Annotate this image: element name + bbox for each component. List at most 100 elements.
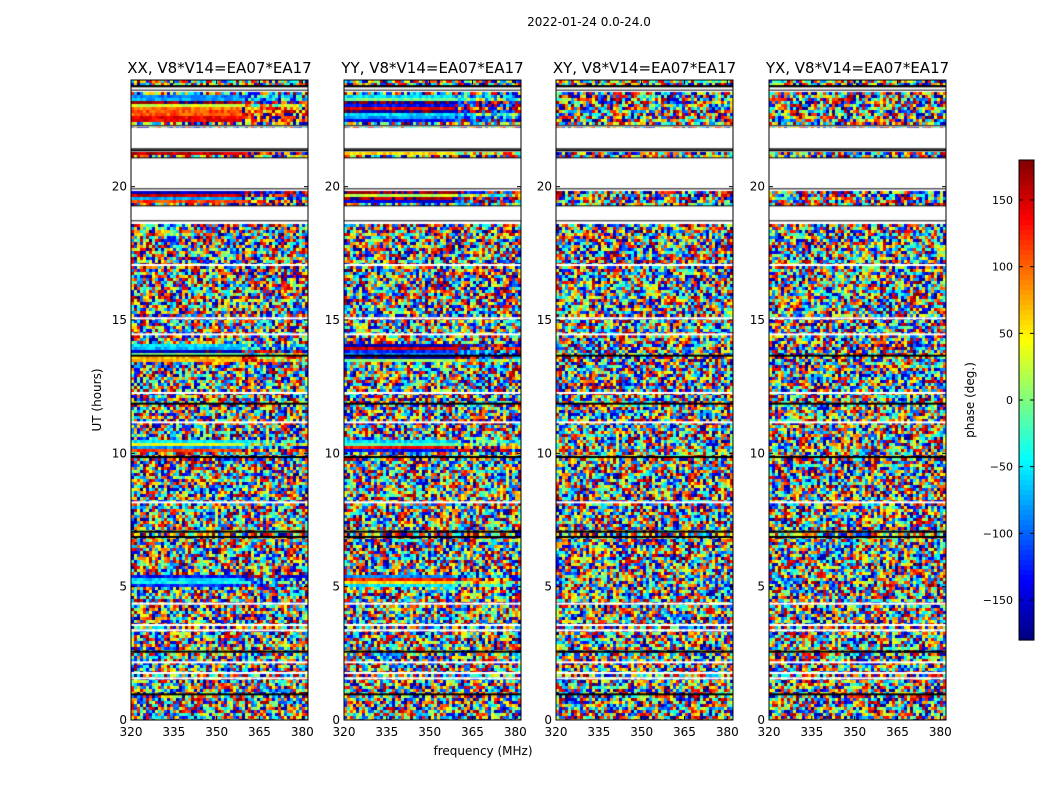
x-tick-label: 350 <box>205 725 228 739</box>
x-tick-label: 320 <box>758 725 781 739</box>
colorbar-segment <box>1019 595 1034 601</box>
colorbar-segment <box>1019 305 1034 311</box>
colorbar-segment <box>1019 160 1034 166</box>
axes-frame <box>130 79 309 721</box>
colorbar-segment <box>1019 560 1034 566</box>
colorbar-segment <box>1019 540 1034 546</box>
y-tick-label: 0 <box>332 713 340 727</box>
x-tick-label: 350 <box>843 725 866 739</box>
colorbar-segment <box>1019 510 1034 516</box>
panel-group: XX, V8*V14=EA07*EA17 320 335 350 365 380 0 5 10 1… <box>112 59 952 739</box>
colorbar-segment <box>1019 195 1034 201</box>
shared-y-axis-label: UT (hours) <box>90 368 104 431</box>
x-tick-label: 380 <box>716 725 739 739</box>
colorbar-segment <box>1019 265 1034 271</box>
shared-x-axis-label: frequency (MHz) <box>433 744 532 758</box>
colorbar-segment <box>1019 315 1034 321</box>
colorbar-segment <box>1019 350 1034 356</box>
colorbar-segment <box>1019 465 1034 471</box>
colorbar-segment <box>1019 470 1034 476</box>
colorbar-segment <box>1019 225 1034 231</box>
y-tick-label: 5 <box>544 580 552 594</box>
x-tick-label: 365 <box>248 725 271 739</box>
colorbar-segment <box>1019 310 1034 316</box>
colorbar-segment <box>1019 615 1034 621</box>
x-tick-label: 320 <box>545 725 568 739</box>
panel-title: YX, V8*V14=EA07*EA17 <box>765 59 949 77</box>
colorbar-segment <box>1019 605 1034 611</box>
y-tick-label: 15 <box>537 313 552 327</box>
colorbar-segment <box>1019 550 1034 556</box>
colorbar-segment <box>1019 250 1034 256</box>
phase-heatmap <box>769 80 946 720</box>
colorbar-segment <box>1019 355 1034 361</box>
colorbar-segment <box>1019 390 1034 396</box>
colorbar-segment <box>1019 205 1034 211</box>
colorbar-segment <box>1019 565 1034 571</box>
colorbar-segment <box>1019 405 1034 411</box>
x-tick-label: 350 <box>630 725 653 739</box>
colorbar-tick-label: 50 <box>999 327 1013 340</box>
colorbar-segment <box>1019 630 1034 636</box>
colorbar-segment <box>1019 285 1034 291</box>
colorbar-tick-label: −100 <box>983 527 1013 540</box>
colorbar-segment <box>1019 360 1034 366</box>
colorbar-segment <box>1019 400 1034 406</box>
panel-0: XX, V8*V14=EA07*EA17 320 335 350 365 380 0 5 10 1… <box>112 59 314 739</box>
colorbar-segment <box>1019 320 1034 326</box>
figure-suptitle: 2022-01-24 0.0-24.0 <box>527 15 651 29</box>
colorbar-segment <box>1019 215 1034 221</box>
colorbar-segment <box>1019 270 1034 276</box>
y-tick-label: 10 <box>325 446 340 460</box>
y-tick-label: 0 <box>757 713 765 727</box>
x-tick-label: 365 <box>673 725 696 739</box>
colorbar-segment <box>1019 200 1034 206</box>
colorbar-segment <box>1019 455 1034 461</box>
y-tick-label: 10 <box>750 446 765 460</box>
colorbar-segment <box>1019 490 1034 496</box>
colorbar-segment <box>1019 385 1034 391</box>
colorbar-segment <box>1019 375 1034 381</box>
colorbar-segment <box>1019 280 1034 286</box>
axes-frame <box>343 79 522 721</box>
y-tick-label: 20 <box>537 180 552 194</box>
colorbar-segment <box>1019 210 1034 216</box>
y-tick-label: 15 <box>112 313 127 327</box>
colorbar-label: phase (deg.) <box>963 362 977 438</box>
colorbar-segment <box>1019 635 1034 641</box>
x-tick-label: 350 <box>418 725 441 739</box>
colorbar-segment <box>1019 220 1034 226</box>
y-tick-label: 5 <box>757 580 765 594</box>
colorbar-segment <box>1019 340 1034 346</box>
colorbar-segment <box>1019 590 1034 596</box>
colorbar-segment <box>1019 460 1034 466</box>
colorbar-segment <box>1019 185 1034 191</box>
x-tick-label: 335 <box>587 725 610 739</box>
colorbar-segment <box>1019 500 1034 506</box>
colorbar-tick-label: 150 <box>992 194 1013 207</box>
colorbar-segment <box>1019 525 1034 531</box>
colorbar-segment <box>1019 325 1034 331</box>
y-tick-label: 5 <box>332 580 340 594</box>
colorbar-segment <box>1019 530 1034 536</box>
colorbar: −150 −100 −50 0 50 100 150 phase (deg.) <box>963 159 1035 641</box>
colorbar-segment <box>1019 545 1034 551</box>
colorbar-segment <box>1019 575 1034 581</box>
colorbar-segment <box>1019 275 1034 281</box>
colorbar-segment <box>1019 420 1034 426</box>
x-tick-label: 380 <box>929 725 952 739</box>
y-tick-label: 5 <box>119 580 127 594</box>
colorbar-segment <box>1019 300 1034 306</box>
colorbar-segment <box>1019 175 1034 181</box>
colorbar-segment <box>1019 370 1034 376</box>
colorbar-gradient <box>1019 160 1034 641</box>
panel-title: XY, V8*V14=EA07*EA17 <box>553 59 736 77</box>
colorbar-segment <box>1019 485 1034 491</box>
y-tick-label: 15 <box>325 313 340 327</box>
x-tick-label: 335 <box>162 725 185 739</box>
colorbar-segment <box>1019 330 1034 336</box>
x-tick-label: 380 <box>504 725 527 739</box>
colorbar-segment <box>1019 570 1034 576</box>
colorbar-tick-label: 0 <box>1006 394 1013 407</box>
colorbar-segment <box>1019 515 1034 521</box>
